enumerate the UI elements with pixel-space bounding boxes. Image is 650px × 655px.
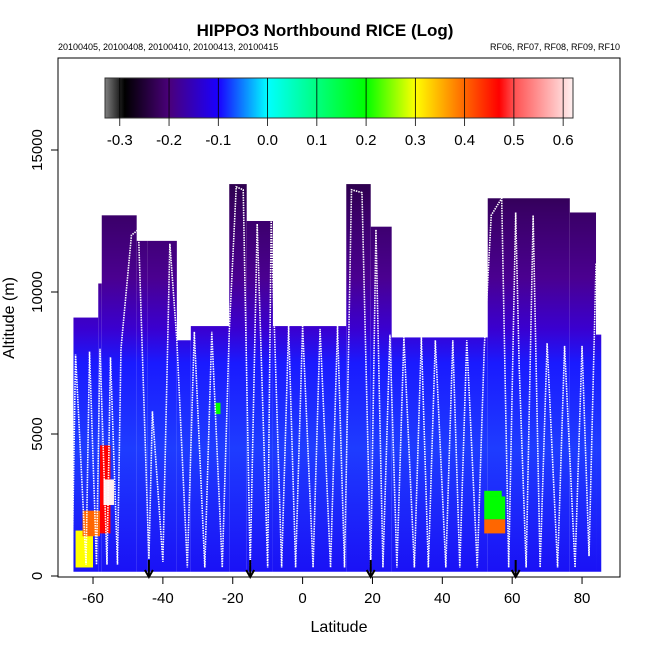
- y-tick-label: 5000: [29, 417, 46, 450]
- y-tick-label: 0: [29, 572, 46, 580]
- x-tick-label: -40: [152, 590, 174, 607]
- x-tick-label: 60: [504, 590, 521, 607]
- y-tick-label: 15000: [29, 129, 46, 171]
- curtain-column: [272, 326, 347, 572]
- curtain-layer: [73, 184, 602, 572]
- x-tick-label: -20: [222, 590, 244, 607]
- curtain-column: [229, 184, 247, 572]
- subtitle-flights: RF06, RF07, RF08, RF09, RF10: [490, 42, 620, 52]
- curtain-column: [370, 226, 392, 572]
- colorbar-tick-label: 0.3: [405, 132, 426, 149]
- x-axis-label: Latitude: [311, 619, 368, 636]
- colorbar-tick-label: 0.4: [454, 132, 475, 149]
- x-tick-label: 40: [434, 590, 451, 607]
- colorbar-tick-label: 0.5: [503, 132, 524, 149]
- colorbar-tick-label: -0.1: [205, 132, 231, 149]
- curtain-column: [147, 240, 177, 572]
- chart-title: HIPPO3 Northbound RICE (Log): [197, 21, 454, 40]
- anomaly-patch: [75, 530, 94, 568]
- anomaly-patch: [484, 490, 502, 497]
- y-tick-label: 10000: [29, 271, 46, 313]
- y-axis: 0 5000 10000 15000: [29, 129, 58, 580]
- subtitle-dates: 20100405, 20100408, 20100410, 20100413, …: [58, 42, 278, 52]
- colorbar-ticks: -0.3 -0.2 -0.1 0.0 0.1 0.2 0.3 0.4 0.5 0.6: [107, 78, 574, 149]
- colorbar: [104, 77, 574, 119]
- y-axis-label: Altitude (m): [1, 277, 18, 359]
- x-tick-label: 80: [574, 590, 591, 607]
- curtain-column: [136, 240, 148, 572]
- curtain-column: [569, 212, 597, 572]
- colorbar-tick-label: 0.1: [306, 132, 327, 149]
- curtain-column: [98, 283, 102, 572]
- curtain-column: [176, 340, 191, 572]
- colorbar-tick-label: 0.6: [553, 132, 574, 149]
- colorbar-tick-label: -0.3: [107, 132, 133, 149]
- colorbar-tick-label: -0.2: [156, 132, 182, 149]
- curtain-column: [246, 221, 273, 572]
- x-axis: -60 -40 -20 0 20 40 60 80: [82, 576, 591, 607]
- anomaly-patch: [215, 402, 221, 415]
- curtain-column: [190, 326, 230, 572]
- x-tick-label: 0: [298, 590, 306, 607]
- curtain-column: [596, 334, 602, 572]
- colorbar-tick-label: 0.0: [257, 132, 278, 149]
- curtain-column: [346, 184, 371, 572]
- anomaly-patch: [484, 496, 506, 520]
- x-tick-label: -60: [82, 590, 104, 607]
- x-tick-label: 20: [364, 590, 381, 607]
- colorbar-tick-label: 0.2: [356, 132, 377, 149]
- anomaly-patch: [484, 519, 506, 534]
- flight-track: [71, 185, 597, 568]
